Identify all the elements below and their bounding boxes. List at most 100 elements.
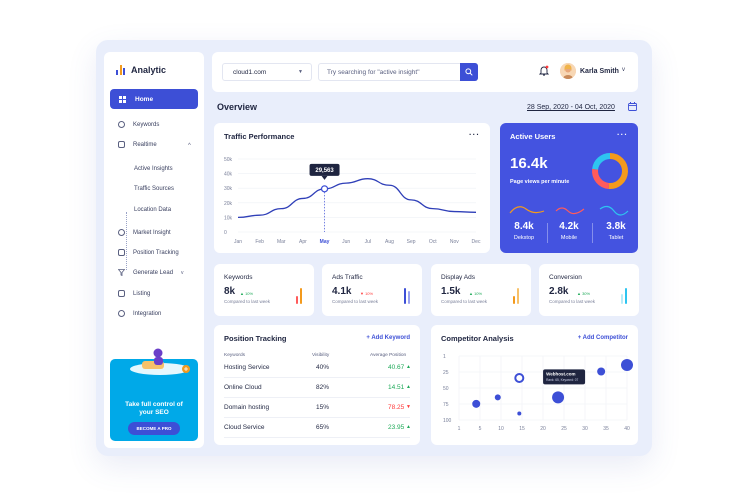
kpi-card[interactable]: Ads Traffic 4.1k ▼ 10% Compared to last wee… bbox=[322, 264, 422, 316]
scatter-point[interactable] bbox=[517, 411, 522, 416]
stat-label: Mobile bbox=[560, 235, 578, 241]
kpi-delta: ▲ 30% bbox=[577, 291, 591, 296]
table-row[interactable]: Hosting Service 40% 40.67 ▲ bbox=[224, 358, 411, 378]
add-keyword-link[interactable]: + Add Keyword bbox=[366, 335, 410, 341]
donut-slice-dekstop bbox=[608, 153, 628, 189]
chevron-down-icon[interactable]: v bbox=[622, 67, 625, 73]
logo-bars-icon bbox=[116, 65, 125, 75]
kpi-compare: Compared to last week bbox=[441, 299, 488, 304]
domain-select[interactable]: cloud1.com ▼ bbox=[222, 63, 312, 81]
table-row[interactable]: Domain hosting 15% 78.25 ▼ bbox=[224, 398, 411, 418]
sidebar-subitem-location-data[interactable]: Location Data bbox=[134, 207, 172, 213]
kpi-mini-bars bbox=[621, 288, 627, 304]
search-input[interactable]: Try searching for "active insight" bbox=[318, 63, 478, 81]
scatter-point[interactable] bbox=[514, 372, 525, 383]
kpi-card[interactable]: Conversion 2.8k ▲ 30% Compared to last week bbox=[539, 264, 639, 316]
calendar-icon[interactable] bbox=[628, 102, 637, 111]
scatter-point[interactable] bbox=[597, 367, 606, 376]
scatter-point[interactable] bbox=[621, 359, 633, 372]
keyword-cell: Hosting Service bbox=[224, 364, 270, 371]
y-tick-label: 40k bbox=[224, 172, 233, 178]
kpi-mini-bar bbox=[408, 291, 410, 304]
visibility-cell: 82% bbox=[316, 384, 330, 391]
app-logo[interactable]: Analytic bbox=[116, 65, 166, 75]
kpi-delta: ▲ 10% bbox=[240, 291, 254, 296]
sidebar-item-label: Keywords bbox=[133, 121, 160, 128]
add-competitor-link[interactable]: + Add Competitor bbox=[577, 335, 628, 341]
x-tick-label: Sep bbox=[407, 239, 416, 245]
sidebar-item-market-insight[interactable]: Market Insight bbox=[118, 229, 171, 236]
search-button[interactable] bbox=[460, 63, 478, 81]
bell-icon[interactable] bbox=[539, 65, 549, 76]
kpi-title: Keywords bbox=[224, 274, 253, 281]
date-range[interactable]: 28 Sep, 2020 - 04 Oct, 2020 bbox=[527, 104, 615, 111]
x-tick-label: 15 bbox=[519, 426, 525, 432]
visibility-cell: 65% bbox=[316, 424, 330, 431]
active-users-subtitle: Page views per minute bbox=[510, 179, 570, 185]
list-icon bbox=[118, 290, 125, 297]
desktop-sparkline bbox=[509, 206, 545, 214]
active-users-value: 16.4k bbox=[510, 155, 548, 172]
x-tick-label: Dec bbox=[472, 239, 481, 245]
user-name[interactable]: Karla Smith bbox=[580, 68, 619, 75]
stat-label: Tablet bbox=[608, 235, 624, 241]
kpi-title: Conversion bbox=[549, 274, 582, 281]
kpi-mini-bar bbox=[625, 288, 627, 304]
kpi-card[interactable]: Display Ads 1.5k ▲ 10% Compared to last wee… bbox=[431, 264, 531, 316]
x-tick-label: Aug bbox=[385, 239, 394, 245]
search-placeholder: Try searching for "active insight" bbox=[327, 69, 420, 76]
kpi-card[interactable]: Keywords 8k ▲ 10% Compared to last week bbox=[214, 264, 314, 316]
sidebar-item-listing[interactable]: Listing bbox=[118, 290, 150, 297]
sidebar-subitem-active-insights[interactable]: Active Insights bbox=[134, 166, 173, 172]
become-pro-button[interactable]: BECOME A PRO bbox=[128, 422, 180, 435]
kpi-compare: Compared to last week bbox=[332, 299, 379, 304]
kpi-mini-bars bbox=[404, 288, 410, 304]
position-cell: 40.67 bbox=[388, 364, 405, 371]
position-cell: 14.51 bbox=[388, 384, 405, 391]
traffic-series-line bbox=[237, 178, 477, 219]
chevron-up-icon[interactable]: ^ bbox=[188, 143, 191, 149]
tooltip-arrow bbox=[321, 175, 328, 180]
sidebar-item-label: Generate Lead bbox=[133, 269, 174, 276]
tooltip-value: 29,563 bbox=[315, 168, 334, 174]
scatter-point[interactable] bbox=[494, 394, 501, 401]
sidebar-item-integration[interactable]: Integration bbox=[118, 310, 161, 317]
app-name: Analytic bbox=[131, 65, 167, 75]
sidebar-item-home[interactable]: Home bbox=[110, 89, 198, 109]
kpi-value: 1.5k bbox=[441, 286, 461, 297]
scatter-point[interactable] bbox=[552, 391, 565, 404]
x-tick-label: May bbox=[320, 239, 330, 245]
table-row[interactable]: Cloud Service 65% 23.95 ▲ bbox=[224, 418, 411, 438]
donut-slice-tablet bbox=[592, 153, 611, 170]
keyword-cell: Domain hosting bbox=[224, 404, 270, 411]
avatar[interactable] bbox=[560, 63, 576, 79]
stat-value: 8.4k bbox=[514, 221, 534, 232]
y-tick-label: 75 bbox=[443, 402, 449, 408]
stat-value: 3.8k bbox=[606, 221, 626, 232]
promo-line-2: your SEO bbox=[139, 409, 169, 416]
sidebar-item-keywords[interactable]: Keywords bbox=[118, 121, 159, 128]
more-icon[interactable]: ··· bbox=[617, 130, 628, 139]
arrow-up-icon: ▲ bbox=[406, 364, 411, 370]
x-tick-label: Oct bbox=[429, 239, 437, 245]
sidebar-item-generate-lead[interactable]: Generate Lead v bbox=[117, 269, 184, 277]
column-header-visibility: Visibility bbox=[312, 353, 330, 358]
sidebar-item-label: Home bbox=[135, 95, 154, 103]
page-title: Overview bbox=[217, 102, 258, 112]
promo-card: Take full control of your SEO BECOME A PR… bbox=[110, 348, 198, 441]
chevron-down-icon[interactable]: v bbox=[181, 269, 184, 276]
sidebar-subitem-traffic-sources[interactable]: Traffic Sources bbox=[134, 186, 175, 192]
search-icon bbox=[465, 68, 473, 76]
layers-icon bbox=[118, 249, 125, 256]
subnav-line bbox=[126, 212, 127, 270]
position-tracking-card: Position Tracking + Add Keyword Keywords… bbox=[214, 325, 420, 445]
x-tick-label: 20 bbox=[540, 426, 546, 432]
active-users-donut bbox=[592, 153, 628, 189]
table-row[interactable]: Online Cloud 82% 14.51 ▲ bbox=[224, 378, 411, 398]
mobile-sparkline bbox=[555, 207, 585, 215]
sidebar-item-realtime[interactable]: Realtime bbox=[118, 141, 157, 148]
highlight-point[interactable] bbox=[320, 185, 329, 193]
sidebar-item-position-tracking[interactable]: Position Tracking bbox=[118, 249, 179, 256]
scatter-point[interactable] bbox=[472, 399, 481, 408]
more-icon[interactable]: ··· bbox=[469, 130, 480, 139]
